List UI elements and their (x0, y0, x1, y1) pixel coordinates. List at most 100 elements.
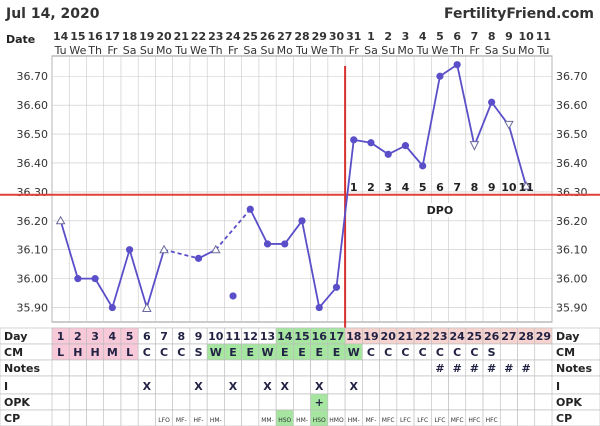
temperature-marker-open (142, 302, 152, 313)
table-cell (413, 375, 432, 395)
intercourse-cell-text: X (194, 380, 203, 393)
weekday-label: Sa (243, 44, 257, 57)
table-cell (362, 359, 380, 377)
table-cell (275, 359, 294, 377)
table-cell (258, 393, 277, 411)
weekday-label: We (431, 44, 448, 57)
table-cell (448, 375, 467, 395)
table-cell (172, 375, 191, 395)
day-cell-text: 10 (208, 330, 224, 343)
cm-cell-text: E (333, 346, 341, 359)
row-label-left: I (4, 380, 8, 393)
temperature-segment (284, 220, 303, 245)
table-cell (103, 359, 122, 377)
day-cell-text: 12 (243, 330, 258, 343)
weekday-label: Tu (536, 44, 549, 57)
y-tick-left: 36.70 (17, 70, 49, 83)
date-label: 31 (346, 30, 361, 43)
temperature-marker (488, 98, 496, 106)
date-label: 3 (402, 30, 410, 43)
weekday-label: Tu (416, 44, 429, 57)
table-cell (499, 343, 518, 361)
table-cell (51, 375, 70, 395)
cp-cell-text: HFC (486, 417, 498, 424)
day-cell-text: 16 (312, 330, 328, 343)
date-stamp: Jul 14, 2020 (5, 6, 100, 22)
intercourse-cell-text: X (315, 380, 324, 393)
date-label: 8 (488, 30, 496, 43)
table-cell (482, 393, 501, 411)
day-cell-text: 17 (329, 330, 344, 343)
table-cell (534, 375, 553, 395)
weekday-label: Su (502, 44, 516, 57)
cp-cell-text: MF- (176, 417, 187, 424)
weekday-label: We (311, 44, 328, 57)
temperature-marker (91, 275, 99, 283)
day-cell-text: 2 (74, 330, 82, 343)
table-cell (362, 393, 380, 411)
row-label-left: OPK (4, 396, 30, 409)
dpo-number: 1 (350, 181, 358, 194)
table-cell (362, 375, 380, 395)
day-cell-text: 25 (467, 330, 482, 343)
table-cell (327, 375, 346, 395)
day-cell-text: 26 (484, 330, 500, 343)
date-label: 24 (225, 30, 241, 43)
cm-cell-text: E (229, 346, 237, 359)
y-tick-right: 36.30 (556, 186, 588, 199)
cm-cell-text: E (281, 346, 289, 359)
weekday-label: Fr (228, 44, 239, 57)
day-cell-text: 23 (432, 330, 447, 343)
cp-cell-text: MM- (261, 417, 274, 424)
y-tick-right: 36.60 (556, 99, 588, 112)
temperature-marker (401, 142, 410, 150)
weekday-label: Su (261, 44, 275, 57)
table-cell (431, 375, 449, 395)
cp-cell-text: HM- (296, 417, 308, 424)
temperature-marker (263, 240, 272, 248)
table-cell (499, 409, 518, 426)
y-tick-left: 36.60 (17, 99, 49, 112)
weekday-label: We (190, 44, 207, 57)
weekday-label: Mo (277, 44, 293, 57)
table-cell (310, 359, 329, 377)
cp-cell-text: HMO (329, 417, 344, 424)
day-cell-text: 13 (260, 330, 275, 343)
cp-cell-text: HFC (468, 417, 480, 424)
temperature-segment (404, 145, 424, 167)
temperature-segment (145, 249, 165, 308)
notes-cell-text: # (487, 362, 496, 375)
temperature-marker-open (469, 141, 480, 151)
temperature-marker (246, 205, 254, 213)
table-cell (293, 393, 311, 411)
dpo-number: 8 (471, 181, 479, 194)
intercourse-cell-text: X (281, 380, 290, 393)
table-cell (517, 375, 536, 395)
notes-cell-text: # (435, 362, 444, 375)
cp-cell-text: LFC (434, 417, 445, 424)
cm-cell-text: C (143, 346, 151, 359)
table-cell (482, 375, 501, 395)
table-cell (206, 393, 225, 411)
table-cell (448, 393, 467, 411)
day-cell-text: 29 (536, 330, 551, 343)
weekday-label: Tu (295, 44, 308, 57)
table-cell (103, 409, 122, 426)
weekday-label: Tu (174, 44, 187, 57)
temperature-marker (367, 139, 375, 147)
cp-cell-text: LFO (158, 417, 170, 424)
row-label-right: CM (556, 346, 575, 359)
row-label-right: Day (556, 330, 579, 343)
table-cell (241, 375, 260, 395)
y-tick-right: 36.00 (556, 273, 588, 286)
table-cell (344, 393, 363, 411)
day-cell-text: 24 (450, 330, 466, 343)
weekday-label: Th (329, 44, 344, 57)
dpo-number: 7 (453, 181, 461, 194)
table-cell (258, 359, 277, 377)
dpo-number: 3 (384, 181, 392, 194)
cp-cell-text: MFC (382, 417, 395, 424)
temperature-marker (315, 303, 323, 312)
day-cell-text: 22 (415, 330, 430, 343)
